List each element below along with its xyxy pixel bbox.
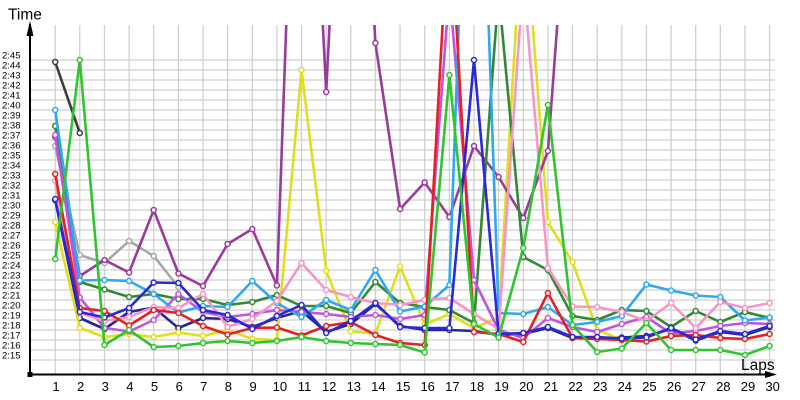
- svg-text:12: 12: [322, 379, 336, 394]
- svg-text:26: 26: [667, 379, 681, 394]
- svg-text:8: 8: [225, 379, 232, 394]
- svg-text:5: 5: [151, 379, 158, 394]
- svg-text:11: 11: [298, 379, 312, 394]
- svg-text:2:31: 2:31: [2, 190, 21, 201]
- svg-text:2:30: 2:30: [2, 200, 21, 211]
- svg-text:2:23: 2:23: [2, 270, 21, 281]
- svg-text:2:21: 2:21: [2, 290, 21, 301]
- svg-text:19: 19: [494, 379, 508, 394]
- svg-text:2:26: 2:26: [2, 240, 21, 251]
- svg-text:2:15: 2:15: [2, 350, 21, 361]
- svg-text:14: 14: [371, 379, 385, 394]
- svg-text:2:40: 2:40: [2, 100, 21, 111]
- svg-text:18: 18: [470, 379, 484, 394]
- svg-text:Laps: Laps: [741, 357, 775, 374]
- svg-text:2:43: 2:43: [2, 70, 21, 81]
- svg-text:13: 13: [347, 379, 361, 394]
- svg-text:17: 17: [445, 379, 459, 394]
- svg-text:2:25: 2:25: [2, 250, 21, 261]
- svg-text:27: 27: [691, 379, 705, 394]
- svg-text:2:17: 2:17: [2, 330, 21, 341]
- svg-text:2:22: 2:22: [2, 280, 21, 291]
- svg-text:2:36: 2:36: [2, 140, 21, 151]
- svg-text:21: 21: [544, 379, 558, 394]
- svg-text:2:44: 2:44: [2, 60, 21, 71]
- svg-text:2:39: 2:39: [2, 110, 21, 121]
- svg-text:2:33: 2:33: [2, 170, 21, 181]
- svg-text:2:34: 2:34: [2, 160, 21, 171]
- svg-text:23: 23: [593, 379, 607, 394]
- svg-text:2:45: 2:45: [2, 50, 21, 61]
- svg-text:2:18: 2:18: [2, 320, 21, 331]
- svg-text:2:24: 2:24: [2, 260, 21, 271]
- svg-text:6: 6: [176, 379, 183, 394]
- svg-text:4: 4: [126, 379, 133, 394]
- svg-text:20: 20: [519, 379, 533, 394]
- svg-text:2:20: 2:20: [2, 300, 21, 311]
- svg-text:25: 25: [642, 379, 656, 394]
- svg-text:2:28: 2:28: [2, 220, 21, 231]
- svg-text:2:29: 2:29: [2, 210, 21, 221]
- svg-text:2:41: 2:41: [2, 90, 21, 101]
- svg-text:3: 3: [102, 379, 109, 394]
- svg-text:2:37: 2:37: [2, 130, 21, 141]
- svg-text:2:35: 2:35: [2, 150, 21, 161]
- svg-text:2: 2: [77, 379, 84, 394]
- svg-text:9: 9: [249, 379, 256, 394]
- svg-text:29: 29: [741, 379, 755, 394]
- svg-text:16: 16: [420, 379, 434, 394]
- svg-text:2:42: 2:42: [2, 80, 21, 91]
- svg-text:1: 1: [52, 379, 59, 394]
- svg-text:22: 22: [568, 379, 582, 394]
- svg-text:2:16: 2:16: [2, 340, 21, 351]
- svg-text:10: 10: [273, 379, 287, 394]
- svg-text:7: 7: [200, 379, 207, 394]
- svg-text:2:32: 2:32: [2, 180, 21, 191]
- svg-text:2:38: 2:38: [2, 120, 21, 131]
- svg-text:15: 15: [396, 379, 410, 394]
- svg-text:28: 28: [716, 379, 730, 394]
- svg-text:24: 24: [618, 379, 632, 394]
- svg-text:30: 30: [765, 379, 779, 394]
- svg-text:2:19: 2:19: [2, 310, 21, 321]
- svg-text:Time: Time: [8, 7, 42, 24]
- svg-text:2:27: 2:27: [2, 230, 21, 241]
